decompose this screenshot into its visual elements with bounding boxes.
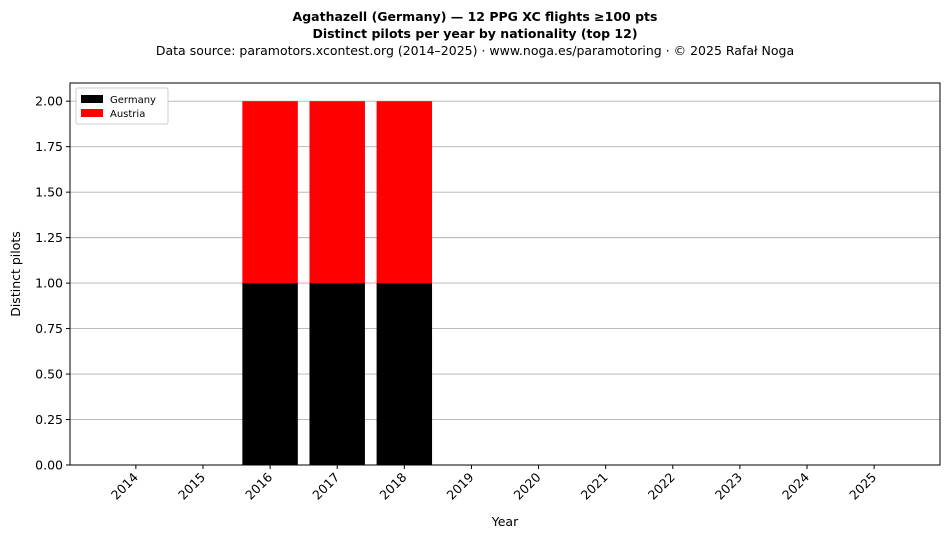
y-tick-label: 0.50 bbox=[35, 367, 63, 382]
x-tick-label: 2023 bbox=[712, 470, 745, 503]
bar-germany-2018 bbox=[376, 283, 433, 465]
legend: Germany Austria bbox=[75, 87, 169, 125]
y-axis-label: Distinct pilots bbox=[8, 231, 23, 317]
bars bbox=[242, 101, 433, 465]
legend-label-austria: Austria bbox=[110, 109, 145, 120]
y-tick-label: 0.00 bbox=[35, 458, 63, 473]
x-tick-label: 2021 bbox=[578, 470, 611, 503]
x-tick-label: 2022 bbox=[645, 470, 678, 503]
y-tick-label: 1.50 bbox=[35, 185, 63, 200]
plot-area-frame bbox=[69, 82, 941, 466]
y-axis-ticks: 0.00 0.25 0.50 0.75 1.00 1.25 1.50 1.75 2.00 bbox=[35, 94, 70, 473]
x-tick-label: 2015 bbox=[175, 470, 208, 503]
x-tick-label: 2019 bbox=[443, 469, 476, 502]
y-tick-label: 1.00 bbox=[35, 276, 63, 291]
x-tick-label: 2020 bbox=[511, 469, 544, 502]
bar-germany-2016 bbox=[242, 283, 298, 465]
legend-swatch-germany bbox=[81, 95, 103, 103]
chart-title-block: Agathazell (Germany) — 12 PPG XC flights… bbox=[0, 8, 950, 59]
y-tick-label: 0.75 bbox=[35, 321, 63, 336]
legend-label-germany: Germany bbox=[110, 95, 156, 106]
x-axis-label: Year bbox=[491, 514, 519, 529]
legend-swatch-austria bbox=[81, 109, 103, 117]
y-tick-label: 0.25 bbox=[35, 412, 63, 427]
bar-germany-2017 bbox=[309, 283, 365, 465]
chart-title: Agathazell (Germany) — 12 PPG XC flights… bbox=[292, 9, 658, 24]
y-tick-label: 2.00 bbox=[35, 94, 63, 109]
bar-austria-2016 bbox=[242, 101, 298, 284]
x-tick-label: 2025 bbox=[846, 470, 879, 503]
bar-austria-2018 bbox=[376, 101, 433, 284]
bar-austria-2017 bbox=[309, 101, 365, 284]
grid-lines bbox=[70, 100, 940, 466]
y-tick-label: 1.25 bbox=[35, 230, 63, 245]
chart-title-line-2: Distinct pilots per year by nationality … bbox=[312, 26, 638, 41]
y-tick-label: 1.75 bbox=[35, 139, 63, 154]
x-axis-ticks: 2014 2015 2016 2017 2018 2019 2020 2021 2022 2023… bbox=[108, 465, 879, 503]
x-tick-label: 2017 bbox=[309, 470, 342, 503]
x-tick-label: 2014 bbox=[108, 469, 141, 502]
x-tick-label: 2024 bbox=[779, 469, 812, 502]
x-tick-label: 2016 bbox=[242, 469, 275, 502]
chart-subtitle: Data source: paramotors.xcontest.org (20… bbox=[155, 43, 795, 58]
x-tick-label: 2018 bbox=[376, 469, 409, 502]
